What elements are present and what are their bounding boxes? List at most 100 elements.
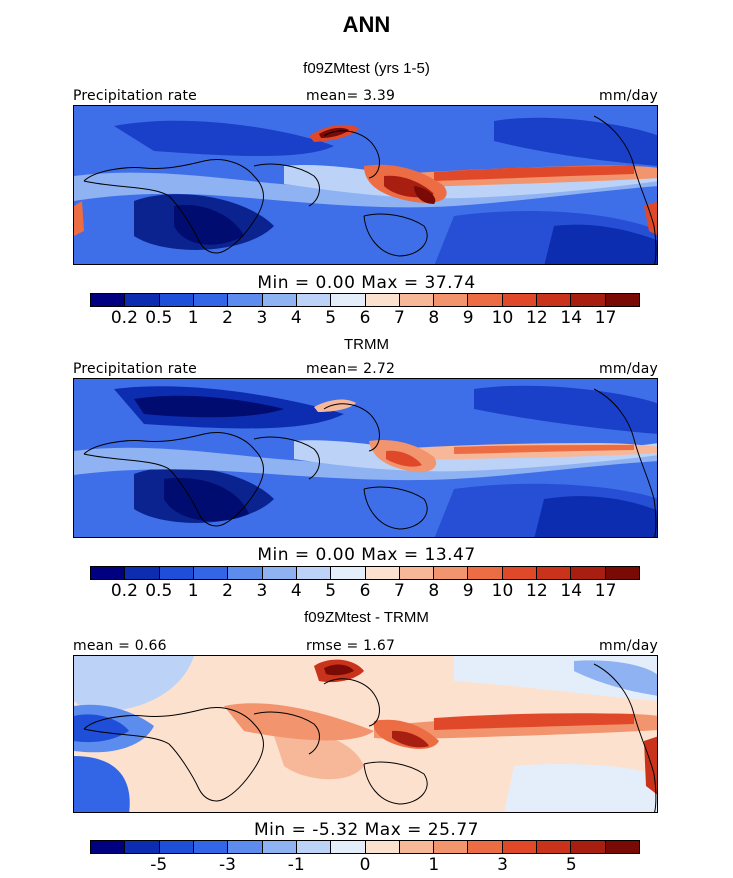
colorbar-swatch: [434, 294, 469, 306]
colorbar-tick-label: 8: [428, 581, 440, 601]
colorbar-swatch: [502, 841, 538, 853]
colorbar-tick-label: 2: [222, 308, 233, 328]
panel-diff-subtitle: f09ZMtest - TRMM: [304, 609, 429, 626]
panel-model-left-label: Precipitation rate: [73, 88, 197, 104]
colorbar-tick-label: 2: [222, 581, 233, 601]
colorbar-swatch: [228, 294, 263, 306]
colorbar-tick-label: 10: [491, 308, 514, 328]
colorbar-tick-label: 7: [393, 581, 405, 601]
panel-obs-min-max: Min = 0.00 Max = 13.47: [257, 545, 476, 565]
colorbar-tick-label: 0.2: [110, 308, 138, 328]
colorbar-swatch: [434, 567, 469, 579]
colorbar-tick-label: -5: [150, 855, 168, 875]
colorbar-tick-label: 8: [428, 308, 440, 328]
panel-diff-rmse-label: rmse = 1.67: [306, 638, 396, 654]
colorbar-swatch: [331, 567, 366, 579]
colorbar-tick-label: 7: [393, 308, 405, 328]
panel-model-colorbar: [90, 293, 640, 307]
colorbar-swatch: [468, 294, 503, 306]
model-precip-field: [74, 106, 657, 264]
colorbar-tick-label: 14: [560, 308, 583, 328]
colorbar-swatch: [296, 567, 332, 579]
colorbar-tick-label: 3: [497, 855, 508, 875]
colorbar-tick-label: 5: [325, 308, 337, 328]
colorbar-swatch: [502, 567, 538, 579]
colorbar-tick-label: 14: [560, 581, 583, 601]
colorbar-tick-label: 5: [565, 855, 577, 875]
colorbar-swatch: [537, 841, 572, 853]
colorbar-swatch: [125, 294, 160, 306]
colorbar-swatch: [262, 294, 297, 306]
colorbar-swatch: [365, 567, 400, 579]
colorbar-tick-label: 12: [526, 581, 548, 601]
colorbar-swatch: [91, 294, 126, 306]
colorbar-swatch: [193, 567, 229, 579]
colorbar-swatch: [193, 841, 229, 853]
colorbar-swatch: [262, 567, 297, 579]
panel-model-subtitle: f09ZMtest (yrs 1-5): [303, 60, 430, 77]
colorbar-swatch: [159, 294, 194, 306]
colorbar-tick-label: -3: [219, 855, 236, 875]
colorbar-swatch: [605, 567, 639, 579]
panel-obs-units: mm/day: [599, 361, 658, 377]
panel-model-units: mm/day: [599, 88, 658, 104]
colorbar-tick-label: 3: [256, 581, 268, 601]
colorbar-tick-label: -1: [287, 855, 305, 875]
colorbar-tick-label: 6: [359, 308, 371, 328]
panel-model-mean-label: mean= 3.39: [306, 88, 396, 104]
colorbar-swatch: [365, 841, 400, 853]
colorbar-swatch: [262, 841, 297, 853]
colorbar-swatch: [571, 294, 606, 306]
colorbar-swatch: [91, 567, 126, 579]
colorbar-swatch: [159, 567, 194, 579]
colorbar-swatch: [193, 294, 229, 306]
colorbar-swatch: [159, 841, 194, 853]
panel-diff-map: [73, 655, 658, 813]
colorbar-tick-label: 4: [290, 581, 302, 601]
colorbar-swatch: [91, 841, 126, 853]
panel-obs-mean-label: mean= 2.72: [306, 361, 396, 377]
colorbar-swatch: [296, 294, 332, 306]
colorbar-swatch: [468, 841, 503, 853]
colorbar-swatch: [399, 841, 435, 853]
colorbar-tick-label: 0.2: [110, 581, 138, 601]
colorbar-swatch: [228, 567, 263, 579]
figure-title: ANN: [342, 12, 391, 37]
colorbar-tick-label: 1: [428, 855, 440, 875]
colorbar-swatch: [434, 841, 469, 853]
colorbar-swatch: [537, 567, 572, 579]
colorbar-swatch: [228, 841, 263, 853]
colorbar-swatch: [605, 841, 639, 853]
colorbar-swatch: [468, 567, 503, 579]
colorbar-tick-label: 9: [462, 581, 474, 601]
colorbar-swatch: [502, 294, 538, 306]
colorbar-tick-label: 10: [491, 581, 514, 601]
panel-diff-colorbar-labels: -5 -3 -1 0 1 3 5: [90, 855, 640, 875]
panel-diff-min-max: Min = -5.32 Max = 25.77: [254, 820, 479, 840]
panel-diff-units: mm/day: [599, 638, 658, 654]
colorbar-tick-label: 3: [256, 308, 268, 328]
colorbar-tick-label: 0: [359, 855, 371, 875]
panel-obs-colorbar: [90, 566, 640, 580]
panel-obs-left-label: Precipitation rate: [73, 361, 197, 377]
panel-obs-subtitle: TRMM: [344, 336, 389, 353]
colorbar-tick-label: 4: [290, 308, 302, 328]
colorbar-tick-label: 17: [594, 581, 617, 601]
colorbar-tick-label: 0.5: [145, 308, 173, 328]
colorbar-swatch: [605, 294, 639, 306]
colorbar-swatch: [571, 567, 606, 579]
diff-precip-field: [74, 656, 657, 812]
panel-model-map: [73, 105, 658, 265]
panel-model-min-max: Min = 0.00 Max = 37.74: [257, 273, 476, 293]
colorbar-swatch: [125, 841, 160, 853]
colorbar-swatch: [399, 294, 435, 306]
panel-diff-colorbar: [90, 840, 640, 854]
colorbar-tick-label: 17: [594, 308, 617, 328]
colorbar-tick-label: 1: [187, 308, 199, 328]
colorbar-swatch: [365, 294, 400, 306]
colorbar-swatch: [399, 567, 435, 579]
colorbar-swatch: [571, 841, 606, 853]
colorbar-tick-label: 9: [462, 308, 474, 328]
colorbar-tick-label: 6: [359, 581, 371, 601]
panel-obs-map: [73, 378, 658, 538]
